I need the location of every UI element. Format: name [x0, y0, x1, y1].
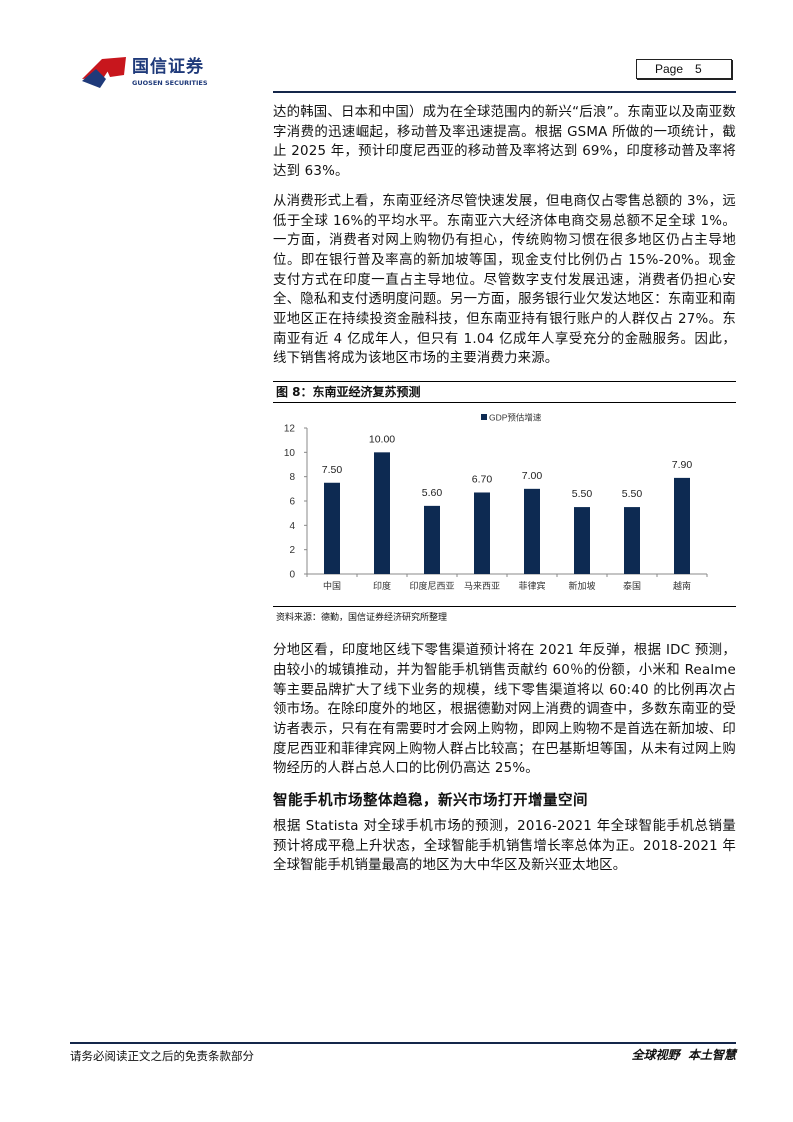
page-number: 5	[695, 62, 702, 76]
y-tick-label: 6	[289, 497, 295, 508]
legend-label: GDP预估增速	[489, 413, 542, 423]
bar-印度	[374, 452, 390, 575]
category-label: 菲律宾	[518, 580, 545, 591]
y-tick-label: 10	[284, 448, 296, 459]
data-label: 10.00	[369, 433, 395, 445]
y-tick-label: 4	[289, 521, 295, 532]
data-label: 7.00	[522, 470, 543, 482]
data-label: 7.50	[322, 464, 343, 476]
category-label: 新加坡	[568, 580, 595, 591]
page-label: Page	[655, 62, 684, 76]
paragraph: 分地区看，印度地区线下零售渠道预计将在 2021 年反弹，根据 IDC 预测，由…	[273, 643, 736, 777]
paragraph: 达的韩国、日本和中国）成为在全球范围内的新兴“后浪”。东南亚以及南亚数字消费的迅…	[273, 105, 736, 180]
figure-title-rule	[273, 402, 736, 404]
bar-马来西亚	[474, 492, 490, 575]
logo-text-cn: 国信证券	[132, 57, 204, 77]
bar-中国	[324, 482, 340, 575]
data-label: 5.50	[572, 488, 593, 500]
bar-泰国	[624, 507, 640, 575]
y-tick-label: 8	[289, 472, 295, 483]
footer-divider	[70, 1042, 736, 1044]
bar-菲律宾	[524, 488, 540, 575]
section-heading: 智能手机市场整体趋稳，新兴市场打开增量空间	[273, 793, 588, 810]
data-label: 5.60	[422, 487, 443, 499]
main-column: 达的韩国、日本和中国）成为在全球范围内的新兴“后浪”。东南亚以及南亚数字消费的迅…	[273, 103, 736, 876]
category-label: 中国	[323, 580, 341, 591]
category-label: 马来西亚	[464, 581, 500, 591]
category-label: 印度尼西亚	[409, 580, 454, 591]
header-divider	[273, 91, 736, 93]
page-number-box: Page 5	[636, 59, 732, 79]
y-tick-label: 0	[289, 570, 295, 581]
y-tick-label: 12	[284, 424, 296, 435]
footer-slogan: 全球视野 本土智慧	[631, 1048, 736, 1062]
category-label: 越南	[673, 580, 691, 591]
data-label: 5.50	[622, 488, 643, 500]
figure-title: 图 8：东南亚经济复苏预测	[276, 385, 421, 400]
y-tick-label: 2	[289, 545, 295, 556]
figure-bottom-rule	[273, 606, 736, 608]
paragraph: 从消费形式上看，东南亚经济尽管快速发展，但电商仅占零售总额的 3%，远低于全球 …	[273, 193, 736, 367]
gdp-bar-chart: 0 2 4 6 8 10 12 7.50 中国 10.00 印度 5.60 印度尼西亚 6.70 马来西亚 7…	[284, 413, 708, 591]
figure-top-rule	[273, 381, 736, 383]
figure-source: 资料来源：德勤，国信证券经济研究所整理	[276, 613, 448, 624]
category-label: 印度	[373, 580, 391, 591]
guosen-logo-icon	[82, 57, 126, 88]
bar-越南	[674, 478, 690, 575]
bar-印度尼西亚	[424, 506, 440, 575]
logo-text-en: GUOSEN SECURITIES	[132, 79, 208, 87]
footer-disclaimer: 请务必阅读正文之后的免责条款部分	[70, 1049, 254, 1063]
bar-新加坡	[574, 507, 590, 575]
legend-swatch	[481, 414, 487, 421]
data-label: 6.70	[472, 474, 493, 486]
data-label: 7.90	[672, 459, 693, 471]
category-label: 泰国	[623, 580, 641, 591]
paragraph: 根据 Statista 对全球手机市场的预测，2016-2021 年全球智能手机…	[273, 819, 736, 874]
figure: 图 8：东南亚经济复苏预测 0 2 4 6 8 10 12 7.50 中国 10.00 印度 5.60…	[273, 381, 736, 625]
